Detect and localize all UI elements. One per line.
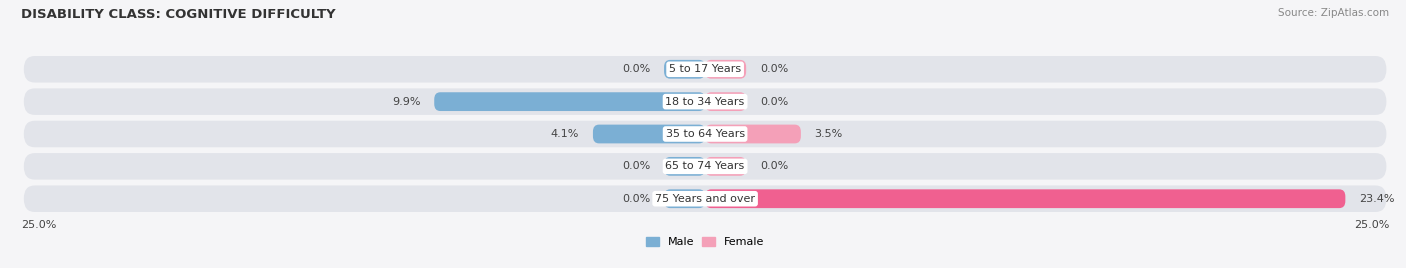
Text: 3.5%: 3.5% bbox=[814, 129, 842, 139]
Text: 65 to 74 Years: 65 to 74 Years bbox=[665, 161, 745, 171]
Text: 18 to 34 Years: 18 to 34 Years bbox=[665, 97, 745, 107]
FancyBboxPatch shape bbox=[706, 60, 747, 79]
Text: 25.0%: 25.0% bbox=[1354, 220, 1389, 230]
FancyBboxPatch shape bbox=[706, 157, 747, 176]
Text: 4.1%: 4.1% bbox=[551, 129, 579, 139]
FancyBboxPatch shape bbox=[664, 157, 706, 176]
Text: 35 to 64 Years: 35 to 64 Years bbox=[665, 129, 745, 139]
Text: Source: ZipAtlas.com: Source: ZipAtlas.com bbox=[1278, 8, 1389, 18]
Text: 23.4%: 23.4% bbox=[1360, 194, 1395, 204]
Text: 25.0%: 25.0% bbox=[21, 220, 56, 230]
FancyBboxPatch shape bbox=[24, 185, 1386, 212]
Text: 9.9%: 9.9% bbox=[392, 97, 420, 107]
FancyBboxPatch shape bbox=[706, 92, 747, 111]
FancyBboxPatch shape bbox=[24, 121, 1386, 147]
Text: 0.0%: 0.0% bbox=[759, 161, 789, 171]
Text: 0.0%: 0.0% bbox=[759, 64, 789, 74]
FancyBboxPatch shape bbox=[706, 189, 1346, 208]
Legend: Male, Female: Male, Female bbox=[641, 233, 769, 252]
Text: 0.0%: 0.0% bbox=[621, 64, 651, 74]
FancyBboxPatch shape bbox=[664, 60, 706, 79]
Text: 0.0%: 0.0% bbox=[621, 161, 651, 171]
FancyBboxPatch shape bbox=[434, 92, 706, 111]
FancyBboxPatch shape bbox=[593, 125, 706, 143]
Text: 0.0%: 0.0% bbox=[759, 97, 789, 107]
FancyBboxPatch shape bbox=[24, 88, 1386, 115]
FancyBboxPatch shape bbox=[24, 153, 1386, 180]
Text: 5 to 17 Years: 5 to 17 Years bbox=[669, 64, 741, 74]
FancyBboxPatch shape bbox=[706, 125, 801, 143]
Text: 0.0%: 0.0% bbox=[621, 194, 651, 204]
FancyBboxPatch shape bbox=[664, 189, 706, 208]
FancyBboxPatch shape bbox=[24, 56, 1386, 83]
Text: DISABILITY CLASS: COGNITIVE DIFFICULTY: DISABILITY CLASS: COGNITIVE DIFFICULTY bbox=[21, 8, 336, 21]
Text: 75 Years and over: 75 Years and over bbox=[655, 194, 755, 204]
